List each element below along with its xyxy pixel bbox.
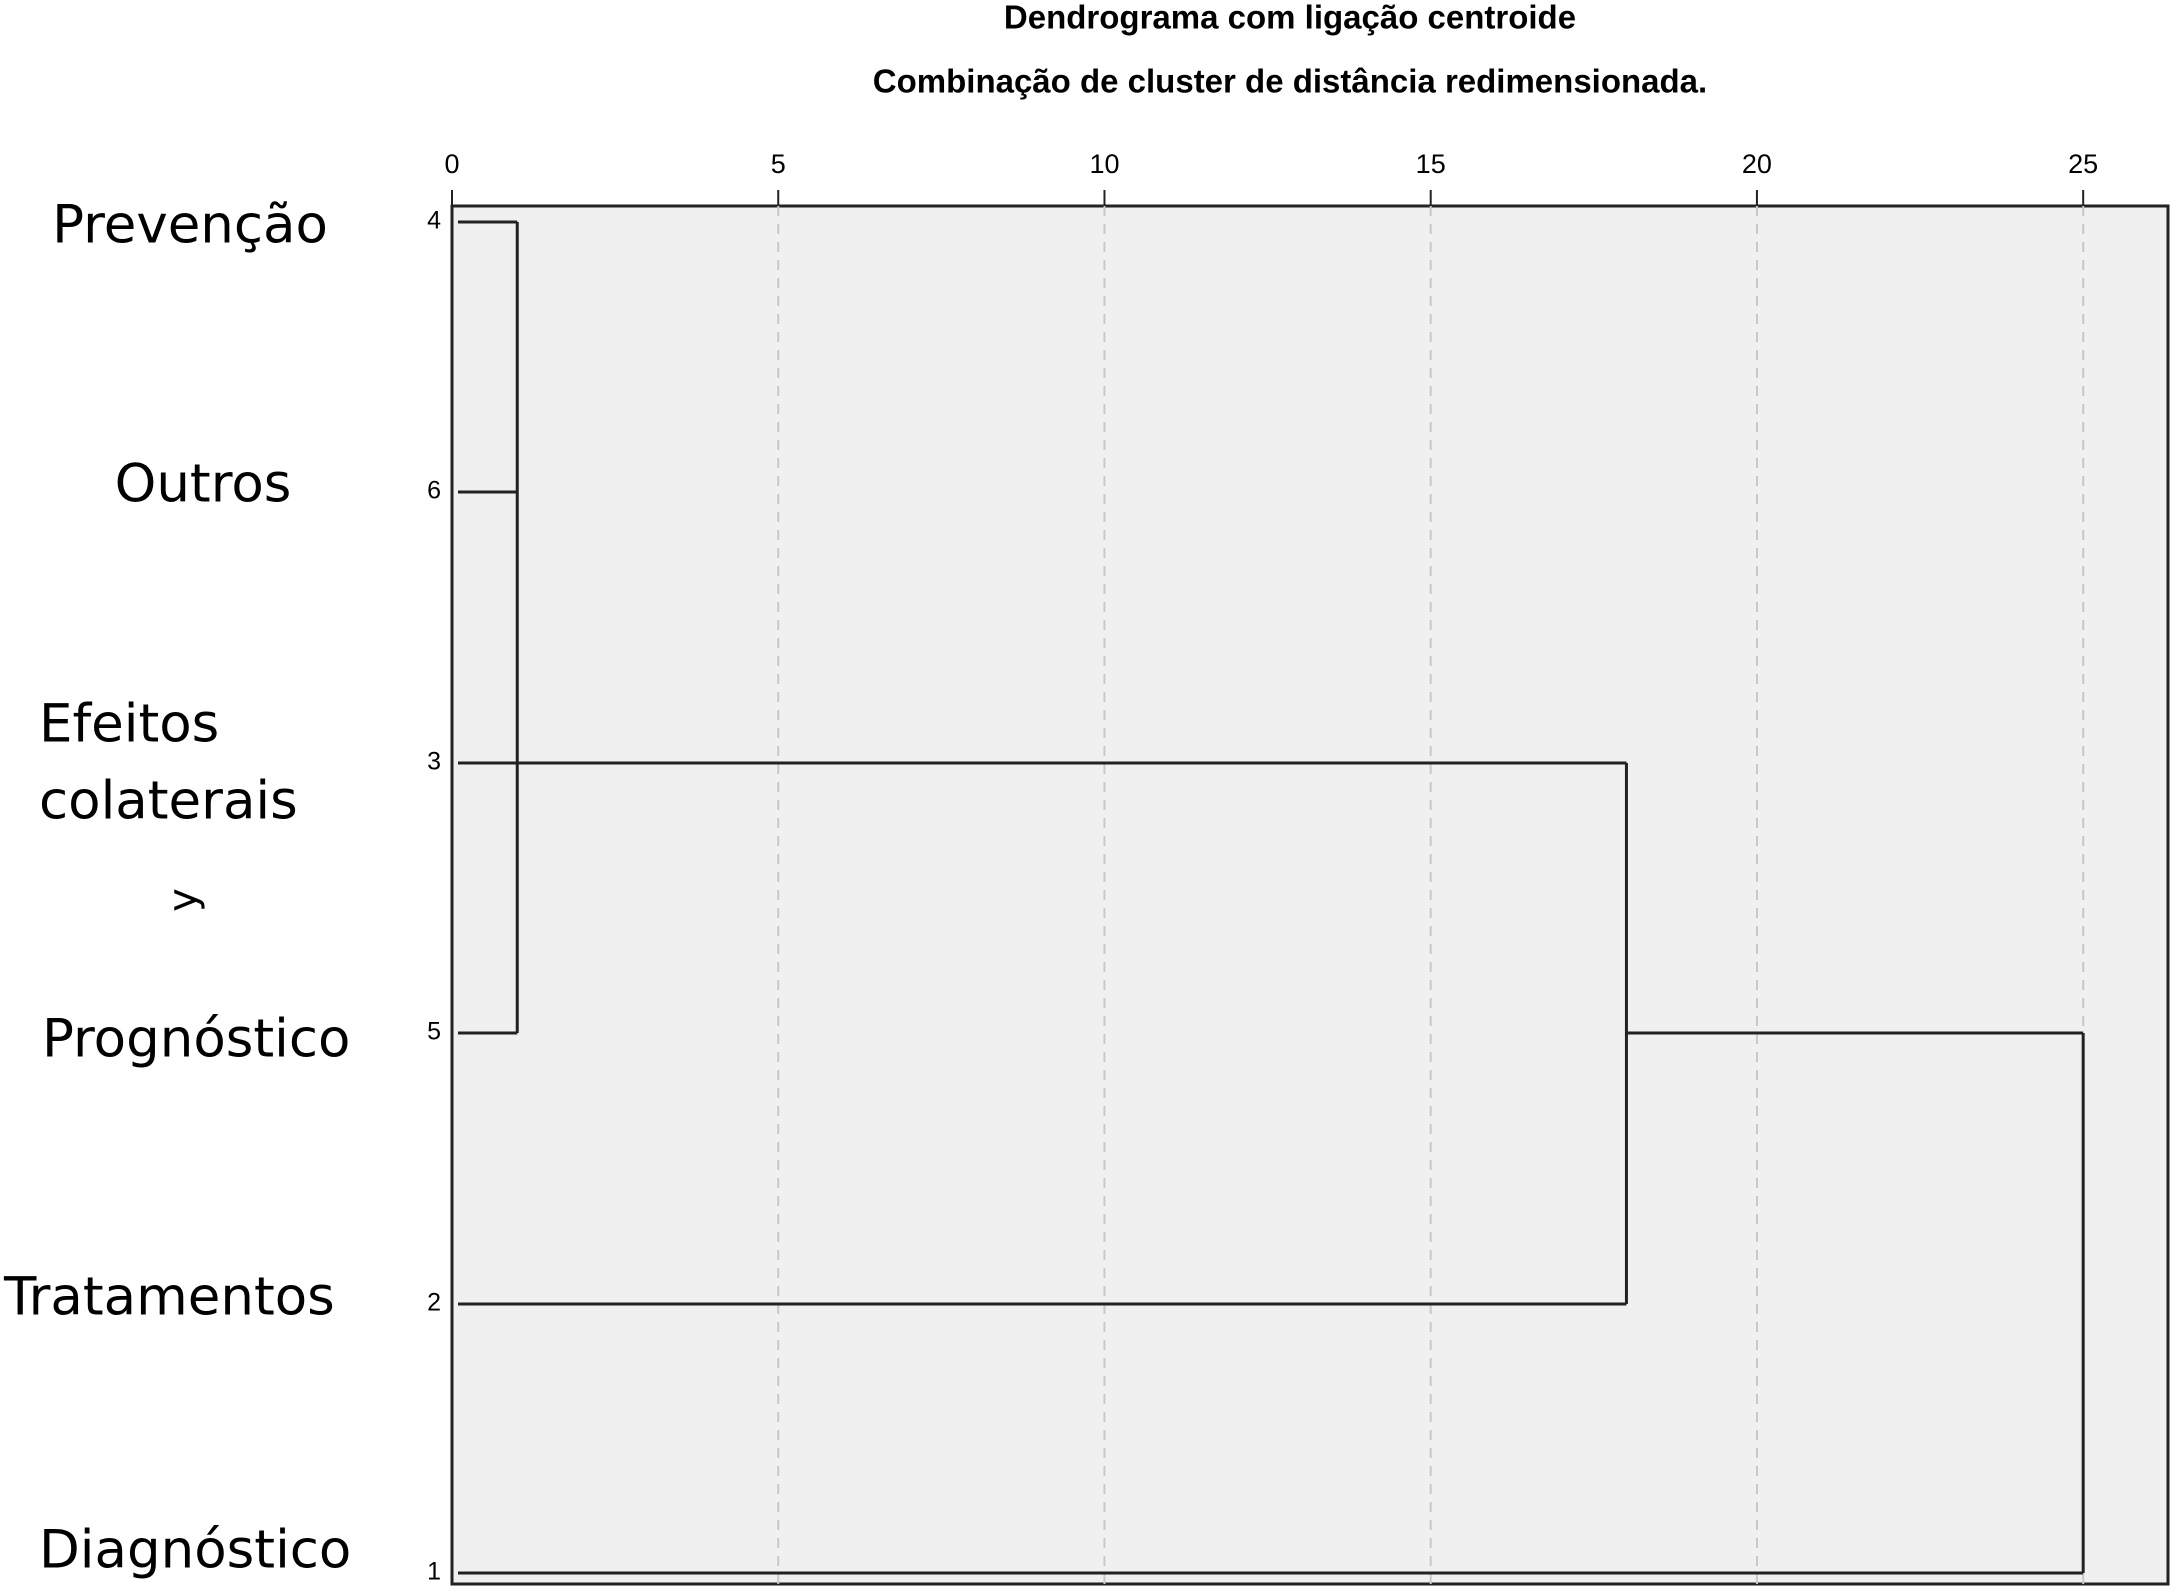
x-tick-label: 5 xyxy=(771,149,786,179)
leaf-id: 5 xyxy=(427,1018,441,1046)
x-tick-label: 25 xyxy=(2068,149,2098,179)
leaf-id: 3 xyxy=(427,748,441,776)
leaf-id: 1 xyxy=(427,1558,441,1586)
chart-subtitle: Combinação de cluster de distância redim… xyxy=(873,63,1707,100)
leaf-label: Diagnóstico xyxy=(39,1520,351,1581)
x-tick-label: 10 xyxy=(1089,149,1119,179)
leaf-label: Prognóstico xyxy=(42,1009,350,1070)
leaf-label: Efeitos xyxy=(39,694,219,755)
plot-area xyxy=(450,204,2170,1586)
leaf-id: 6 xyxy=(427,477,441,505)
x-tick-label: 15 xyxy=(1416,149,1446,179)
leaf-label: Outros xyxy=(115,454,292,515)
chart-title: Dendrograma com ligação centroide xyxy=(1004,0,1576,36)
leaf-label: Tratamentos xyxy=(3,1267,335,1328)
leaf-id: 2 xyxy=(427,1289,441,1317)
leaf-label: Prevenção xyxy=(52,195,328,256)
leaf-label: colaterais xyxy=(39,771,298,832)
annotation: y xyxy=(160,888,206,912)
leaf-id: 4 xyxy=(427,207,441,235)
x-tick-label: 0 xyxy=(444,149,459,179)
x-tick-label: 20 xyxy=(1742,149,1772,179)
